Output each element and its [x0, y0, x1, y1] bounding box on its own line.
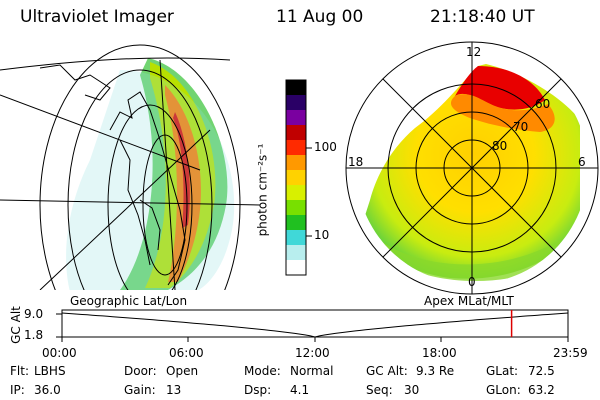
- mlt-label-0: 0: [468, 275, 476, 289]
- aurora-band-peak: [173, 112, 190, 228]
- mlat-label-70: 70: [513, 120, 529, 134]
- observation-date: 11 Aug 00: [276, 7, 364, 27]
- time-tick-2359: 23:59: [553, 346, 588, 360]
- info-seq-value: 30: [404, 383, 420, 397]
- polar-emission-green: [378, 240, 560, 282]
- colorbar-band: [286, 230, 306, 246]
- mlt-label-12: 12: [466, 45, 482, 59]
- info-dsp-label: Dsp:: [244, 383, 272, 397]
- info-gain-label: Gain:: [124, 383, 156, 397]
- color-scale-bar: [285, 79, 312, 276]
- aurora-halo: [66, 70, 235, 290]
- colorbar-unit-label: photon cm⁻²s⁻¹: [255, 143, 270, 237]
- colorbar-tick-10: 10: [314, 228, 330, 242]
- altitude-tick-1-8: 1.8: [24, 328, 44, 342]
- info-gain-value: 13: [166, 383, 182, 397]
- colorbar-tick-100: 100: [314, 140, 337, 154]
- info-ip-label: IP:: [10, 383, 25, 397]
- colorbar-band: [286, 170, 306, 186]
- info-glat-label: GLat:: [486, 364, 519, 378]
- info-seq-label: Seq:: [366, 383, 393, 397]
- observation-time: 21:18:40 UT: [430, 7, 535, 27]
- altitude-tick-9: 9.0: [24, 307, 44, 321]
- instrument-title: Ultraviolet Imager: [20, 7, 174, 27]
- colorbar-band: [286, 185, 306, 201]
- info-flt-value: LBHS: [34, 364, 66, 378]
- time-tick-1200: 12:00: [295, 346, 330, 360]
- altitude-axis-title: GC Alt: [8, 306, 23, 344]
- info-gcalt-value: 9.3 Re: [416, 364, 455, 378]
- time-tick-1800: 18:00: [422, 346, 457, 360]
- polar-emission-peak: [455, 66, 545, 110]
- mlt-label-6: 6: [578, 155, 586, 169]
- colorbar-band: [286, 140, 306, 156]
- colorbar-band: [286, 95, 306, 111]
- info-ip-value: 36.0: [34, 383, 61, 397]
- colorbar-band: [286, 260, 306, 276]
- info-door-value: Open: [166, 364, 199, 378]
- colorbar-band: [286, 155, 306, 171]
- time-tick-0600: 06:00: [169, 346, 204, 360]
- altitude-curve: [61, 312, 569, 338]
- colorbar-band: [286, 215, 306, 231]
- aurora-band-core: [165, 85, 201, 282]
- geographic-panel-label: Geographic Lat/Lon: [70, 294, 188, 308]
- info-dsp-value: 4.1: [290, 383, 310, 397]
- colorbar-band: [286, 245, 306, 261]
- mlt-label-18: 18: [348, 155, 364, 169]
- info-mode-label: Mode:: [244, 364, 281, 378]
- info-glat-value: 72.5: [528, 364, 555, 378]
- info-glon-value: 63.2: [528, 383, 555, 397]
- colorbar-band: [286, 125, 306, 141]
- polar-mlat-mlt-plot: [345, 41, 599, 295]
- apex-panel-label: Apex MLat/MLT: [424, 294, 514, 308]
- info-gcalt-label: GC Alt:: [366, 364, 408, 378]
- info-flt-label: Flt:: [10, 364, 29, 378]
- info-glon-label: GLon:: [486, 383, 521, 397]
- colorbar-band: [286, 110, 306, 126]
- time-tick-0000: 00:00: [42, 346, 77, 360]
- colorbar-band: [286, 80, 306, 96]
- polar-emission-orange: [450, 94, 555, 132]
- info-mode-value: Normal: [290, 364, 334, 378]
- geographic-image: [0, 44, 260, 290]
- info-door-label: Door:: [124, 364, 157, 378]
- mlat-label-80: 80: [492, 139, 508, 153]
- mlat-label-60: 60: [535, 97, 551, 111]
- altitude-plot: [56, 309, 569, 342]
- colorbar-band: [286, 200, 306, 216]
